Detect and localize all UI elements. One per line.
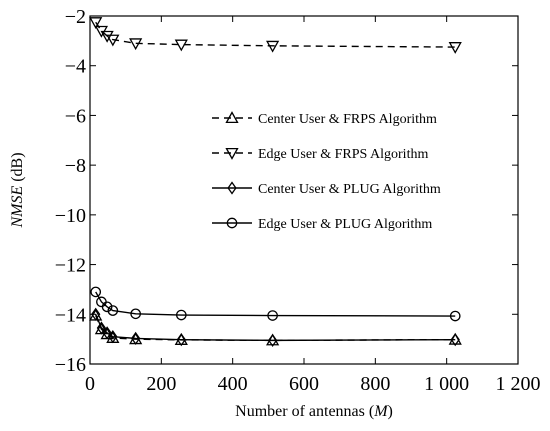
x-axis-title-main: Number of antennas (: [235, 403, 374, 420]
data-point-circle: [101, 301, 113, 313]
data-point-circle: [107, 305, 119, 316]
legend-marker-diamond: [227, 181, 237, 195]
x-axis-title-variable: M: [373, 403, 389, 420]
series-layer: [89, 17, 462, 348]
x-axis-title-end: ): [388, 403, 393, 420]
data-point-circle: [267, 310, 278, 321]
x-tick-label: 200: [146, 373, 176, 395]
series-4: [90, 286, 461, 322]
x-axis-title: Number of antennas (M): [235, 403, 393, 420]
data-point-triangle-down: [448, 42, 462, 54]
data-point-triangle-down: [100, 30, 114, 43]
data-point-circle: [90, 286, 102, 298]
y-tick-label: −14: [55, 304, 86, 326]
legend-label: Edge User & FRPS Algorithm: [258, 147, 428, 162]
legend-item: Center User & FRPS Algorithm: [212, 111, 437, 127]
y-tick-label: −16: [55, 354, 86, 376]
y-axis-ticks: −16 −14 −12 −10 −8 −6 −4 −2: [55, 6, 518, 376]
legend-label: Center User & FRPS Algorithm: [258, 112, 437, 127]
x-tick-label: 1 200: [496, 373, 541, 395]
data-point-diamond: [91, 307, 101, 321]
data-point-circle: [175, 309, 187, 321]
x-tick-label: 400: [218, 373, 248, 395]
data-point-triangle-down: [266, 40, 280, 53]
x-axis-ticks: 0 200 400 600 800 1 000 1 200: [85, 16, 541, 395]
legend-marker-triangle-up: [225, 111, 239, 124]
data-point-diamond: [102, 326, 112, 340]
legend-marker-triangle-down: [225, 147, 239, 160]
series-line: [95, 21, 456, 48]
y-tick-label: −6: [65, 105, 86, 127]
data-point-diamond: [176, 333, 186, 347]
data-point-triangle-down: [174, 39, 188, 52]
y-axis-title-unit: (dB): [9, 152, 26, 185]
data-point-triangle-down: [89, 17, 103, 30]
x-tick-label: 600: [289, 373, 319, 395]
data-point-circle: [130, 308, 141, 320]
legend-item: Center User & PLUG Algorithm: [212, 181, 441, 197]
legend: Center User & FRPS Algorithm Edge User & …: [212, 111, 441, 232]
data-point-diamond: [267, 333, 278, 348]
legend-item: Edge User & FRPS Algorithm: [212, 147, 428, 162]
y-tick-label: −8: [65, 155, 86, 177]
data-point-triangle-down: [129, 38, 143, 51]
data-point-triangle-down: [106, 34, 120, 47]
x-tick-label: 1 000: [424, 373, 469, 395]
series-2: [89, 17, 462, 54]
data-point-diamond: [96, 321, 107, 335]
data-point-diamond: [450, 333, 460, 347]
y-axis-title-variable: NMSE: [9, 186, 26, 229]
data-point-diamond: [108, 330, 118, 344]
data-point-circle: [449, 310, 461, 322]
y-tick-label: −4: [65, 56, 86, 78]
legend-item: Edge User & PLUG Algorithm: [212, 217, 432, 232]
y-tick-label: −2: [65, 6, 86, 28]
x-tick-label: 800: [360, 373, 390, 395]
legend-label: Center User & PLUG Algorithm: [258, 182, 441, 197]
y-axis-title: NMSE (dB): [9, 152, 26, 228]
series-line: [95, 314, 456, 342]
y-tick-label: −12: [55, 255, 86, 277]
legend-label: Edge User & PLUG Algorithm: [258, 217, 432, 232]
data-point-diamond: [131, 331, 141, 346]
legend-marker-circle: [226, 217, 238, 229]
series-3: [91, 307, 460, 348]
x-tick-label: 0: [85, 373, 95, 395]
y-tick-label: −10: [55, 205, 86, 227]
series-line: [95, 291, 456, 317]
